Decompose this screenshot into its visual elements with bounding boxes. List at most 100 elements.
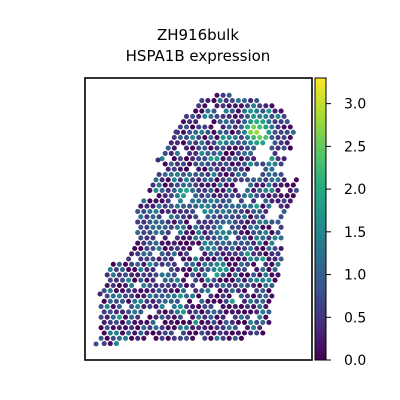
expression-spot	[174, 203, 180, 209]
expression-spot	[141, 240, 147, 246]
expression-spot	[254, 330, 260, 336]
expression-spot	[144, 256, 150, 262]
expression-spot	[263, 230, 269, 236]
expression-spot	[260, 203, 266, 209]
expression-spot	[168, 224, 174, 230]
expression-spot	[238, 293, 244, 299]
expression-spot	[232, 261, 238, 267]
expression-spot	[241, 203, 248, 209]
expression-spot	[205, 298, 211, 304]
expression-spot	[278, 182, 284, 188]
expression-spot	[220, 124, 226, 130]
expression-spot	[168, 309, 174, 315]
expression-spot	[229, 108, 235, 114]
expression-spot	[220, 103, 226, 109]
expression-spot	[251, 187, 257, 193]
expression-spot	[217, 129, 223, 135]
expression-spot	[183, 219, 190, 225]
expression-spot	[263, 272, 269, 278]
expression-spot	[202, 198, 208, 204]
expression-spot	[251, 325, 257, 331]
expression-spot	[208, 314, 214, 320]
expression-spot	[241, 140, 248, 146]
expression-spot	[214, 325, 220, 331]
expression-spot	[165, 282, 171, 289]
expression-spot	[281, 145, 287, 151]
expression-spot	[260, 171, 266, 178]
expression-spot	[177, 156, 183, 162]
expression-spot	[193, 129, 199, 135]
expression-spot	[199, 267, 205, 273]
expression-spot	[248, 182, 254, 188]
expression-spot	[226, 145, 232, 151]
expression-spot	[208, 240, 214, 246]
expression-spot	[214, 314, 220, 320]
expression-spot	[193, 288, 199, 294]
expression-spot	[101, 309, 107, 315]
expression-spot	[232, 282, 238, 289]
expression-spot	[208, 124, 214, 130]
expression-spot	[202, 208, 208, 215]
expression-spot	[260, 298, 266, 304]
expression-spot	[104, 314, 110, 320]
expression-spot	[272, 235, 278, 241]
expression-spot	[266, 309, 272, 315]
expression-spot	[266, 129, 272, 135]
expression-spot	[116, 314, 122, 320]
expression-spot	[196, 156, 202, 162]
expression-spot	[199, 277, 205, 283]
expression-spot	[153, 261, 159, 267]
expression-spot	[193, 140, 199, 146]
expression-spot	[248, 277, 254, 283]
expression-spot	[180, 319, 187, 325]
expression-spot	[272, 277, 278, 283]
expression-spot	[293, 187, 299, 193]
expression-spot	[174, 245, 180, 252]
expression-spot	[241, 256, 248, 262]
expression-spot	[260, 108, 266, 114]
expression-spot	[244, 145, 251, 151]
expression-spot	[119, 330, 126, 336]
expression-spot	[211, 298, 217, 304]
expression-spot	[229, 182, 235, 188]
expression-spot	[101, 341, 107, 347]
expression-spot	[159, 251, 165, 257]
expression-spot	[217, 330, 223, 336]
expression-spot	[229, 330, 235, 336]
expression-spot	[223, 214, 229, 220]
expression-spot	[126, 267, 132, 273]
expression-spot	[275, 134, 281, 141]
expression-spot	[187, 224, 193, 230]
expression-spot	[263, 177, 269, 183]
colorbar-tick-label: 2.5	[344, 139, 366, 155]
expression-spot	[244, 325, 251, 331]
expression-spot	[244, 124, 251, 130]
expression-spot	[107, 341, 113, 347]
expression-spot	[199, 330, 205, 336]
expression-spot	[208, 325, 214, 331]
expression-spot	[284, 140, 290, 146]
expression-spot	[269, 124, 275, 130]
expression-spot	[174, 171, 180, 178]
expression-spot	[214, 261, 220, 267]
expression-spot	[269, 177, 275, 183]
expression-spot	[254, 245, 260, 252]
expression-spot	[129, 272, 135, 278]
expression-spot	[193, 214, 199, 220]
expression-spot	[193, 119, 199, 125]
expression-spot	[174, 224, 180, 230]
expression-spot	[202, 240, 208, 246]
expression-spot	[223, 140, 229, 146]
expression-spot	[223, 309, 229, 315]
expression-spot	[217, 319, 223, 325]
expression-spot	[293, 177, 299, 183]
expression-spot	[232, 177, 238, 183]
expression-spot	[251, 304, 257, 310]
expression-spot	[248, 129, 254, 135]
expression-spot	[217, 150, 223, 156]
expression-spot	[257, 208, 263, 215]
expression-spot	[232, 187, 238, 193]
expression-spot	[135, 314, 141, 320]
expression-spot	[238, 240, 244, 246]
expression-spot	[290, 129, 296, 135]
